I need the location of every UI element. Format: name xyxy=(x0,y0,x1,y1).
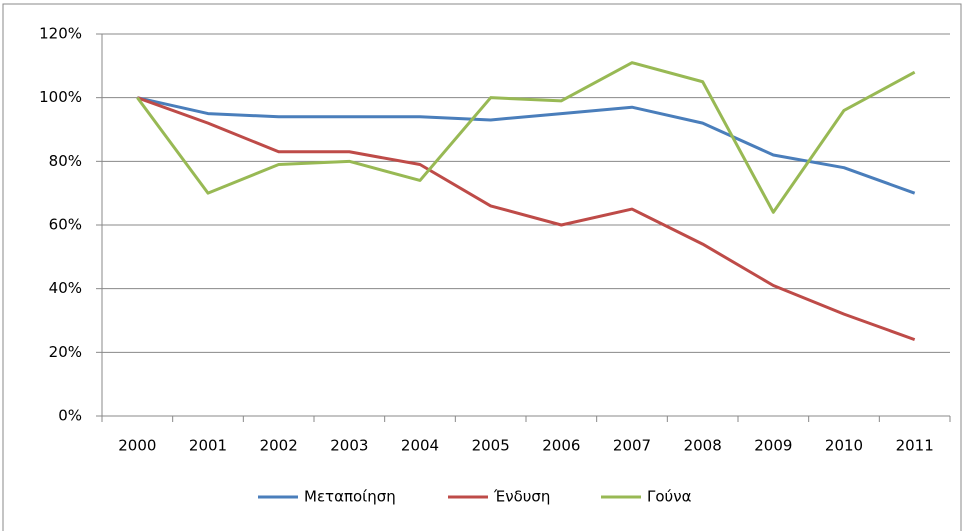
y-tick-label: 120% xyxy=(39,25,82,43)
x-tick-label: 2005 xyxy=(472,437,510,455)
x-tick-label: 2008 xyxy=(684,437,722,455)
y-tick-label: 100% xyxy=(39,88,82,106)
frame xyxy=(2,3,962,531)
y-tick-label: 60% xyxy=(49,216,82,234)
legend-label: Μεταποίηση xyxy=(304,488,396,506)
y-tick-label: 40% xyxy=(49,279,82,297)
line xyxy=(137,96,916,195)
x-tick-label: 2002 xyxy=(260,437,298,455)
x-tick-label: 2009 xyxy=(754,437,792,455)
y-tick-label: 0% xyxy=(58,407,82,425)
y-tick-label: 20% xyxy=(49,343,82,361)
x-tick-label: 2006 xyxy=(542,437,580,455)
line xyxy=(136,61,916,214)
x-tick-label: 2010 xyxy=(825,437,863,455)
x-tick-label: 2001 xyxy=(189,437,227,455)
legend-label: Γούνα xyxy=(647,488,692,506)
x-tick-label: 2004 xyxy=(401,437,439,455)
x-tick-label: 2000 xyxy=(118,437,156,455)
x-tick-label: 2011 xyxy=(896,437,934,455)
y-tick-label: 80% xyxy=(49,152,82,170)
line xyxy=(136,96,916,342)
x-tick-label: 2007 xyxy=(613,437,651,455)
x-tick-label: 2003 xyxy=(330,437,368,455)
legend-label: Ένδυση xyxy=(493,488,550,506)
